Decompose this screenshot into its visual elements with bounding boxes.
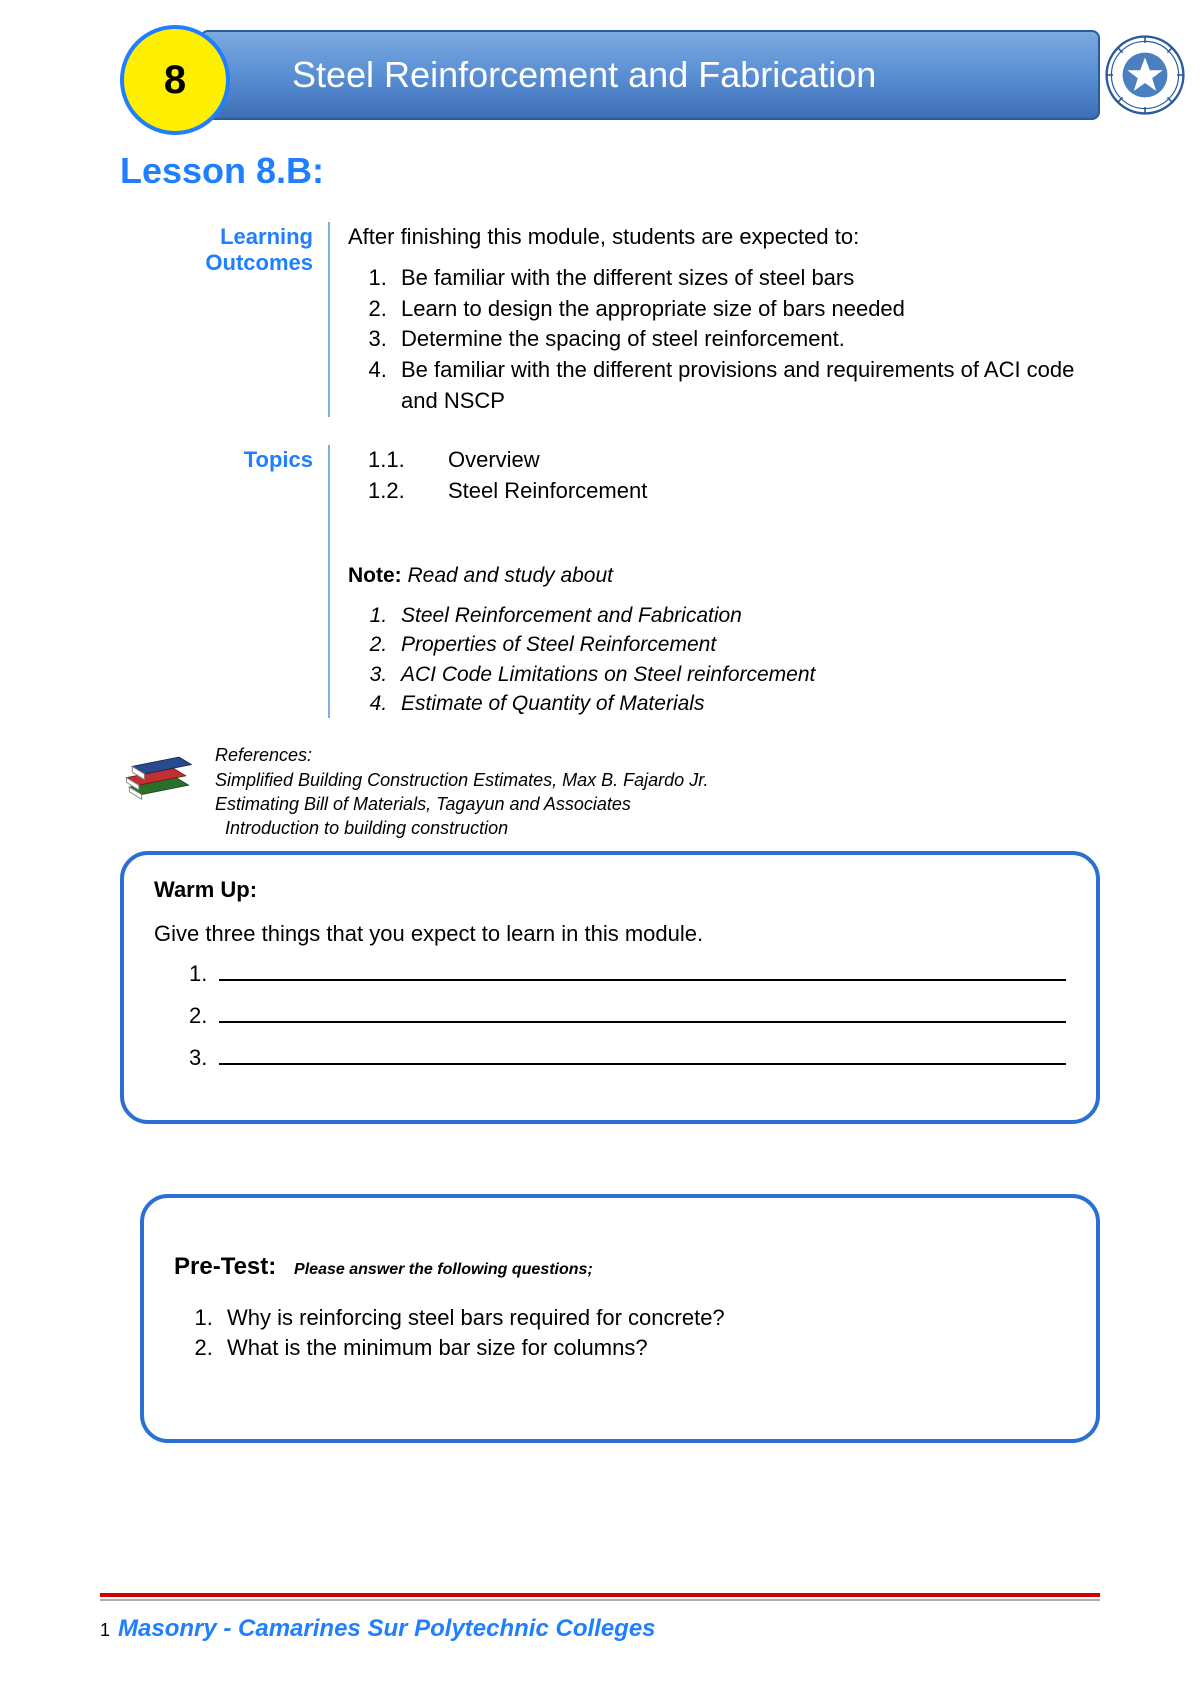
list-item: ACI Code Limitations on Steel reinforcem… — [393, 660, 1100, 689]
warmup-lines: 1. 2. 3. — [189, 959, 1066, 1071]
topic-number: 1.1. — [368, 445, 418, 476]
pretest-box: Pre-Test: Please answer the following qu… — [140, 1194, 1100, 1444]
list-item: Estimate of Quantity of Materials — [393, 689, 1100, 718]
topics-label: Topics — [160, 445, 330, 719]
fill-line[interactable]: 2. — [189, 1001, 1066, 1029]
list-item: Learn to design the appropriate size of … — [393, 294, 1100, 325]
learning-outcomes-list: Be familiar with the different sizes of … — [393, 263, 1100, 417]
chapter-title: Steel Reinforcement and Fabrication — [292, 54, 876, 96]
chapter-badge: 8 — [120, 25, 230, 135]
warmup-prompt: Give three things that you expect to lea… — [154, 921, 1066, 947]
books-icon — [120, 743, 195, 803]
list-item: Be familiar with the different provision… — [393, 355, 1100, 417]
warmup-heading: Warm Up: — [154, 877, 1066, 903]
list-item: Properties of Steel Reinforcement — [393, 630, 1100, 659]
pretest-question: Why is reinforcing steel bars required f… — [219, 1303, 1066, 1334]
fill-underline[interactable] — [219, 1001, 1066, 1023]
learning-outcomes-content: After finishing this module, students ar… — [330, 222, 1100, 417]
note-intro: Read and study about — [408, 564, 614, 587]
topics-content: 1.1. Overview 1.2. Steel Reinforcement N… — [330, 445, 1100, 719]
list-item: Determine the spacing of steel reinforce… — [393, 324, 1100, 355]
pretest-list: Why is reinforcing steel bars required f… — [219, 1303, 1066, 1365]
topics-section: Topics 1.1. Overview 1.2. Steel Reinforc… — [160, 445, 1100, 719]
line-number: 2. — [189, 1003, 207, 1029]
pretest-instruction: Please answer the following questions; — [294, 1261, 593, 1278]
list-item: Steel Reinforcement and Fabrication — [393, 601, 1100, 630]
footer-gray-line — [100, 1599, 1100, 1601]
title-banner: Steel Reinforcement and Fabrication — [200, 30, 1100, 120]
reference-line: Simplified Building Construction Estimat… — [215, 768, 709, 792]
references-heading: References: — [215, 743, 709, 767]
footer-red-line — [100, 1593, 1100, 1597]
fill-underline[interactable] — [219, 1043, 1066, 1065]
footer-title: Masonry - Camarines Sur Polytechnic Coll… — [118, 1615, 656, 1643]
fill-line[interactable]: 1. — [189, 959, 1066, 987]
topic-row: 1.1. Overview — [368, 445, 1100, 476]
pretest-heading-row: Pre-Test: Please answer the following qu… — [174, 1253, 1066, 1281]
topic-text: Overview — [448, 445, 540, 476]
warmup-box: Warm Up: Give three things that you expe… — [120, 851, 1100, 1124]
line-number: 3. — [189, 1045, 207, 1071]
list-item: Be familiar with the different sizes of … — [393, 263, 1100, 294]
note-label: Note: — [348, 564, 402, 587]
learning-outcomes-section: Learning Outcomes After finishing this m… — [160, 222, 1100, 417]
topic-row: 1.2. Steel Reinforcement — [368, 476, 1100, 507]
header-bar: Steel Reinforcement and Fabrication 8 — [100, 30, 1100, 120]
line-number: 1. — [189, 961, 207, 987]
reference-line: Introduction to building construction — [225, 816, 709, 840]
pretest-question: What is the minimum bar size for columns… — [219, 1333, 1066, 1364]
topic-text: Steel Reinforcement — [448, 476, 647, 507]
learning-outcomes-intro: After finishing this module, students ar… — [348, 222, 1100, 253]
references-section: References: Simplified Building Construc… — [120, 743, 1100, 840]
learning-outcomes-label: Learning Outcomes — [160, 222, 330, 417]
reference-line: Estimating Bill of Materials, Tagayun an… — [215, 792, 709, 816]
page-footer: 1 Masonry - Camarines Sur Polytechnic Co… — [100, 1593, 1100, 1643]
note-block: Note: Read and study about Steel Reinfor… — [348, 561, 1100, 718]
topic-number: 1.2. — [368, 476, 418, 507]
fill-line[interactable]: 3. — [189, 1043, 1066, 1071]
chapter-number: 8 — [164, 58, 186, 103]
school-seal-icon — [1105, 35, 1185, 115]
lesson-title: Lesson 8.B: — [120, 150, 1100, 192]
fill-underline[interactable] — [219, 959, 1066, 981]
note-list: Steel Reinforcement and Fabrication Prop… — [393, 601, 1100, 719]
page-number: 1 — [100, 1620, 110, 1641]
references-text: References: Simplified Building Construc… — [215, 743, 709, 840]
pretest-heading: Pre-Test: — [174, 1253, 276, 1280]
